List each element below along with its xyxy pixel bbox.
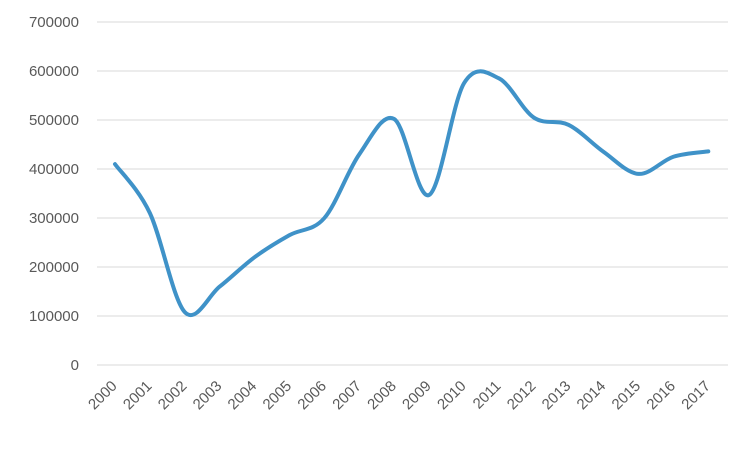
y-tick-label: 0 (71, 357, 79, 374)
series-group (113, 69, 711, 317)
x-tick-label: 2015 (609, 378, 645, 414)
x-tick-label: 2000 (85, 378, 121, 414)
x-tick-label: 2004 (225, 378, 261, 414)
y-tick-label: 200000 (29, 259, 79, 276)
x-tick-label: 2003 (190, 378, 226, 414)
x-tick-label: 2008 (364, 378, 400, 414)
y-tick-label: 600000 (29, 63, 79, 80)
y-axis-ticks: 0 100000 200000 300000 400000 500000 600000 700… (29, 14, 79, 374)
x-tick-label: 2013 (539, 378, 575, 414)
y-tick-label: 700000 (29, 14, 79, 31)
y-tick-label: 100000 (29, 308, 79, 325)
x-tick-label: 2017 (678, 378, 714, 414)
x-tick-label: 2006 (294, 378, 330, 414)
x-tick-label: 2007 (329, 378, 365, 414)
x-tick-label: 2005 (260, 378, 296, 414)
x-axis-ticks: 2000 2001 2002 2003 2004 2005 2006 2007 2008 2009… (85, 378, 714, 414)
series-line-0 (113, 69, 711, 317)
y-tick-label: 300000 (29, 210, 79, 227)
y-tick-label: 400000 (29, 161, 79, 178)
x-tick-label: 2014 (574, 378, 610, 414)
y-tick-label: 500000 (29, 112, 79, 129)
x-tick-label: 2011 (470, 378, 505, 413)
x-tick-label: 2001 (120, 378, 156, 414)
x-tick-label: 2010 (434, 378, 470, 414)
x-tick-label: 2009 (399, 378, 435, 414)
x-tick-label: 2016 (643, 378, 679, 414)
x-tick-label: 2012 (504, 378, 540, 414)
x-tick-label: 2002 (155, 378, 191, 414)
